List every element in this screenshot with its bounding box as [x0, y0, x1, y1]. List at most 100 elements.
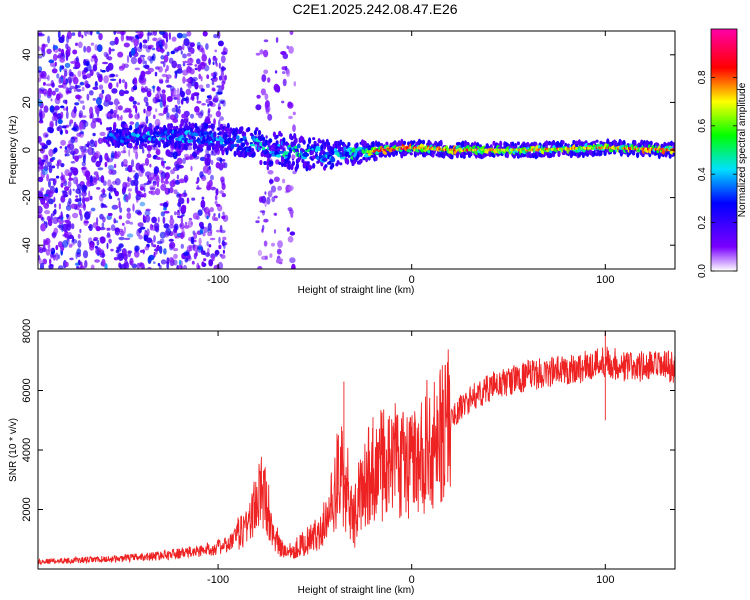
spectrogram-noise-blob — [164, 68, 167, 73]
spectrogram-noise-blob — [53, 196, 56, 203]
spectrogram-band-cell — [272, 131, 276, 138]
spectrogram-noise-blob — [76, 203, 80, 211]
spectrogram-noise-blob — [55, 119, 58, 127]
spectrogram-noise-blob — [63, 70, 68, 77]
spectrogram-band-cell — [180, 131, 184, 135]
spectrogram-noise-blob — [69, 85, 75, 90]
spectrogram-noise-blob — [177, 98, 181, 105]
spectrogram-noise-blob — [64, 149, 68, 153]
spectrogram-noise-blob — [220, 254, 226, 259]
spectrogram-noise-blob — [104, 161, 108, 168]
spectrogram-band-cell — [330, 157, 336, 163]
spectrogram-noise-blob — [89, 69, 94, 77]
spectrogram-noise-blob — [169, 217, 175, 226]
spectrogram-noise-blob — [167, 188, 171, 194]
spectrogram-noise-blob — [127, 165, 133, 173]
spectrogram-noise-blob — [287, 102, 294, 109]
spectrogram-noise-blob — [146, 32, 153, 37]
spectrogram-band-cell — [511, 145, 515, 149]
spectrogram-noise-blob — [149, 56, 154, 64]
spectrogram-noise-blob — [213, 118, 216, 126]
spectrogram-noise-blob — [129, 260, 133, 264]
spectrogram-noise-blob — [42, 258, 48, 265]
spectrogram-noise-blob — [182, 76, 186, 84]
spectrogram-noise-blob — [168, 224, 174, 229]
spectrogram-noise-blob — [182, 53, 187, 59]
spectrogram-noise-blob — [198, 237, 202, 245]
spectrogram-noise-blob — [90, 207, 96, 212]
spectrogram-noise-blob — [111, 88, 118, 94]
spectrogram-noise-blob — [184, 115, 189, 124]
spectrogram-noise-blob — [69, 119, 74, 124]
spectrogram-noise-blob — [152, 244, 157, 248]
spectrogram-noise-blob — [155, 108, 158, 113]
spectrogram-noise-blob — [260, 88, 266, 96]
spectrogram-noise-blob — [108, 82, 113, 90]
spectrogram-noise-blob — [257, 249, 263, 256]
spectrogram-noise-blob — [217, 31, 221, 39]
spectrogram-noise-blob — [74, 198, 80, 203]
spectrogram-noise-blob — [292, 111, 296, 116]
spectrogram-noise-blob — [70, 167, 73, 174]
spectrogram-band-cell — [421, 139, 426, 145]
spectrogram-noise-blob — [158, 264, 162, 269]
spectrogram-noise-blob — [157, 216, 160, 223]
spectrogram-noise-blob — [64, 186, 70, 192]
spectrogram-noise-blob — [71, 32, 76, 36]
spectrogram-band-cell — [245, 141, 249, 146]
spectrogram-noise-blob — [55, 175, 60, 179]
spectrogram-noise-blob — [139, 74, 143, 80]
spectrogram-noise-blob — [159, 238, 165, 244]
spectrogram-band-cell — [282, 137, 286, 143]
spectrogram-noise-blob — [171, 36, 177, 42]
spectrogram-noise-blob — [51, 156, 56, 161]
spectrogram-noise-blob — [99, 154, 103, 163]
spectrogram-noise-blob — [123, 90, 129, 94]
spectrogram-noise-blob — [189, 57, 192, 61]
spectrogram-noise-blob — [87, 237, 93, 245]
spectrogram-noise-blob — [77, 240, 82, 248]
spectrogram-noise-blob — [51, 165, 56, 169]
spectrogram-noise-blob — [66, 90, 72, 94]
spectrogram-band-cell — [287, 152, 291, 159]
spectrogram-noise-blob — [136, 102, 141, 106]
spectrogram-band-cell — [134, 128, 138, 135]
spectrogram-noise-blob — [126, 233, 134, 238]
spectrogram-band-cell — [507, 144, 511, 147]
snr-x-ticks: -100 0 100 — [207, 331, 614, 586]
spectrogram-band-cell — [312, 162, 316, 169]
spectrogram-noise-blob — [201, 261, 205, 267]
spectrogram-band-cell — [191, 122, 195, 130]
spectrogram-band-cell — [279, 144, 283, 150]
spectrogram-noise-blob — [113, 163, 117, 169]
spectrogram-noise-blob — [201, 103, 206, 106]
spectrogram-noise-blob — [120, 150, 127, 154]
spectrogram-noise-blob — [221, 193, 226, 198]
spectrogram-y-axis-label: Frequency (Hz) — [8, 116, 19, 185]
spectrogram-noise-blob — [207, 247, 210, 256]
spectrogram-noise-blob — [90, 31, 93, 36]
spectrogram-band-cell — [339, 152, 343, 155]
spectrogram-noise-blob — [138, 164, 144, 170]
spectrogram-noise-blob — [152, 114, 156, 120]
spectrogram-band-cell — [221, 129, 225, 135]
spectrogram-noise-blob — [72, 66, 79, 70]
spectrogram-noise-blob — [270, 185, 277, 193]
spectrogram-noise-blob — [255, 220, 260, 224]
spectrogram-noise-blob — [205, 83, 210, 88]
spectrogram-noise-blob — [120, 114, 123, 121]
spectrogram-band-cell — [236, 135, 240, 140]
spectrogram-noise-blob — [106, 232, 111, 238]
spectrogram-noise-blob — [116, 247, 122, 252]
spectrogram-noise-blob — [211, 87, 216, 92]
spectrogram-noise-blob — [267, 77, 271, 83]
spectrogram-noise-blob — [83, 31, 88, 37]
spectrogram-noise-blob — [86, 73, 92, 79]
spectrogram-noise-blob — [169, 180, 176, 188]
spectrogram-noise-blob — [219, 116, 225, 121]
spectrogram-noise-blob — [160, 160, 165, 167]
spectrogram-noise-blob — [113, 205, 119, 209]
y-tick-label: 40 — [21, 49, 33, 61]
spectrogram-noise-blob — [116, 82, 119, 88]
x-tick-label: 0 — [409, 574, 415, 586]
